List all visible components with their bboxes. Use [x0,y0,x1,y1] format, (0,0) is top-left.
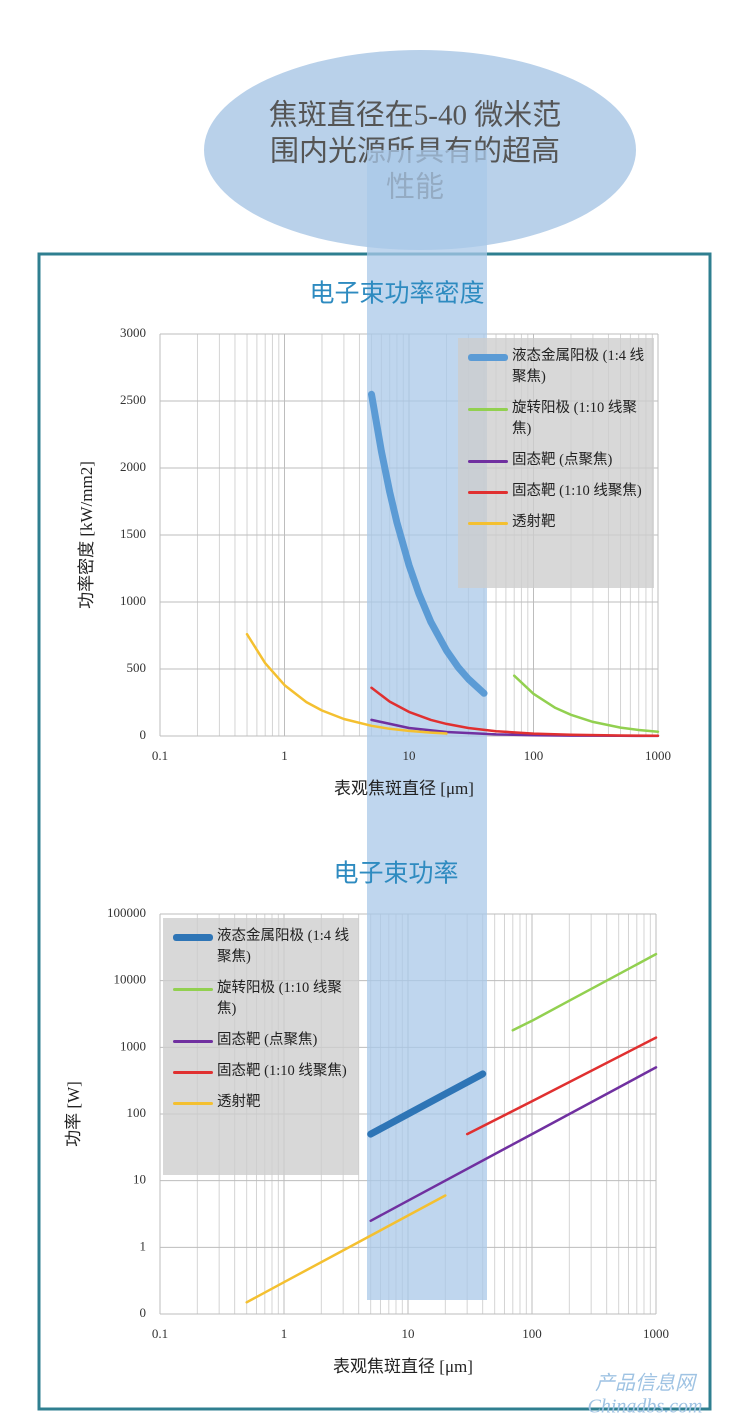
x-tick-label: 0.1 [152,1326,168,1341]
watermark: 产品信息网 [595,1373,698,1395]
legend-swatch [468,353,508,361]
series-line [245,632,448,735]
series-line [465,1036,658,1136]
y-tick-label: 1 [140,1238,147,1253]
legend-swatch [468,459,508,463]
legend-label: 液态金属阳极 (1:4 线聚焦) [217,928,350,965]
callout-line: 焦斑直径在5-40 微米范 [269,99,561,132]
legend-entry: 固态靶 (点聚焦) [464,450,648,471]
y-tick-label: 100000 [107,905,146,920]
y-tick-label: 1000 [120,593,146,608]
legend-label: 透射靶 [217,1094,261,1110]
series-line [511,952,658,1032]
y-tick-label: 10 [133,1172,146,1187]
series-line [369,1066,658,1223]
x-axis-label: 表观焦斑直径 [μm] [334,779,474,798]
legend-label: 固态靶 (点聚焦) [217,1032,318,1048]
legend-swatch [173,1070,213,1074]
legend-entry: 固态靶 (1:10 线聚焦) [464,481,648,502]
y-tick-label: 0 [140,1305,147,1320]
y-tick-label: 3000 [120,325,146,340]
legend-label: 固态靶 (1:10 线聚焦) [512,483,642,499]
y-tick-label: 1500 [120,526,146,541]
y-axis-label: 功率密度 [kW/mm2] [77,461,96,609]
x-tick-label: 0.1 [152,748,168,763]
chart-title: 电子束功率密度 [309,280,484,308]
x-tick-label: 1 [281,748,288,763]
legend-swatch [173,1101,213,1105]
y-tick-label: 0 [140,727,147,742]
legend-entry: 液态金属阳极 (1:4 线聚焦) [464,346,648,388]
series-line [368,390,488,697]
watermark: Chinadbs.com [588,1396,703,1418]
y-tick-label: 2500 [120,392,146,407]
legend-label: 旋转阳极 (1:10 线聚焦) [217,980,342,1017]
legend: 液态金属阳极 (1:4 线聚焦) 旋转阳极 (1:10 线聚焦) 固态靶 (点聚焦)… [163,918,359,1175]
y-tick-label: 1000 [120,1038,146,1053]
legend-swatch [173,1039,213,1043]
x-tick-label: 10 [402,1326,415,1341]
legend-entry: 透射靶 [464,512,648,533]
y-tick-label: 2000 [120,459,146,474]
legend-swatch [468,407,508,411]
series-line [367,1070,487,1138]
x-tick-label: 1000 [643,1326,669,1341]
chart-title: 电子束功率 [333,860,458,888]
x-tick-label: 10 [403,748,416,763]
legend-entry: 固态靶 (点聚焦) [169,1030,353,1051]
legend-entry: 固态靶 (1:10 线聚焦) [169,1061,353,1082]
x-tick-label: 100 [522,1326,542,1341]
legend-label: 液态金属阳极 (1:4 线聚焦) [512,348,645,385]
series-line [512,674,660,733]
series-line [370,686,660,738]
legend-label: 旋转阳极 (1:10 线聚焦) [512,400,637,437]
y-tick-label: 10000 [114,972,147,987]
legend-swatch [173,987,213,991]
legend-entry: 透射靶 [169,1092,353,1113]
legend-label: 透射靶 [512,514,556,530]
legend-swatch [468,490,508,494]
legend-swatch [173,933,213,941]
legend-entry: 旋转阳极 (1:10 线聚焦) [169,978,353,1020]
legend: 液态金属阳极 (1:4 线聚焦) 旋转阳极 (1:10 线聚焦) 固态靶 (点聚焦)… [458,338,654,588]
x-tick-label: 100 [524,748,544,763]
legend-swatch [468,521,508,525]
x-axis-label: 表观焦斑直径 [μm] [333,1357,473,1376]
legend-entry: 旋转阳极 (1:10 线聚焦) [464,398,648,440]
y-tick-label: 100 [127,1105,147,1120]
legend-label: 固态靶 (1:10 线聚焦) [217,1063,347,1079]
legend-entry: 液态金属阳极 (1:4 线聚焦) [169,926,353,968]
y-tick-label: 500 [127,660,147,675]
x-tick-label: 1 [281,1326,288,1341]
x-tick-label: 1000 [645,748,671,763]
legend-label: 固态靶 (点聚焦) [512,452,613,468]
y-axis-label: 功率 [W] [64,1081,83,1147]
series-line [245,1194,447,1304]
